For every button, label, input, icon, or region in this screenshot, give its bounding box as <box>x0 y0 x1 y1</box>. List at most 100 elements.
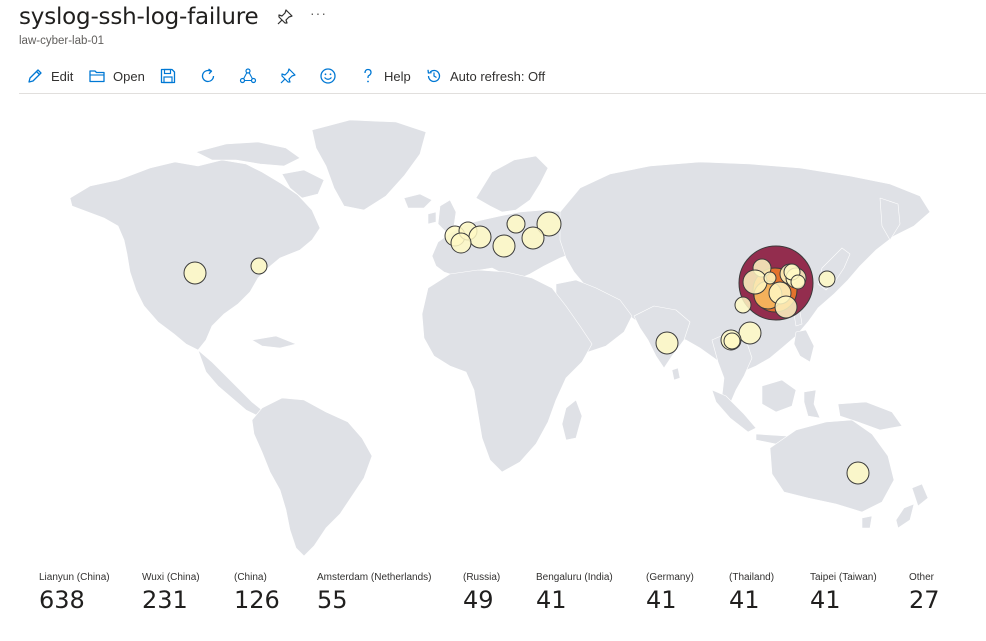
land-cuba <box>251 335 297 349</box>
land-australia <box>769 419 895 513</box>
land-central-america <box>197 349 263 417</box>
bubble-japan[interactable] <box>818 270 836 288</box>
pin-icon[interactable] <box>276 8 294 26</box>
save-icon <box>160 68 176 84</box>
location-count: 41 <box>729 586 760 614</box>
bubble-china-cluster[interactable] <box>742 269 768 295</box>
bubble-layer <box>183 211 870 485</box>
open-label: Open <box>113 68 145 84</box>
bubble-usa[interactable] <box>250 257 268 275</box>
location-count: 41 <box>810 586 841 614</box>
bubble-europe[interactable] <box>506 214 526 234</box>
share-icon <box>239 68 257 84</box>
auto-refresh-button[interactable]: Auto refresh: Off <box>425 64 545 88</box>
location-tile[interactable]: (Thailand) 41 <box>729 572 774 614</box>
location-tile[interactable]: Other 27 <box>909 572 940 614</box>
location-tile[interactable]: Amsterdam (Netherlands) 55 <box>317 572 431 614</box>
location-name: Wuxi (China) <box>142 572 200 583</box>
location-name: (Thailand) <box>729 572 775 583</box>
location-tile[interactable]: Taipei (Taiwan) 41 <box>810 572 877 614</box>
folder-open-icon <box>89 70 105 83</box>
bubble-europe[interactable] <box>492 234 516 258</box>
bubble-china-cluster[interactable] <box>763 271 777 285</box>
refresh-icon <box>201 68 215 83</box>
location-name: (Russia) <box>463 572 501 583</box>
location-name: Bengaluru (India) <box>536 572 613 583</box>
land-borneo <box>761 379 797 413</box>
bubble-germany[interactable] <box>468 225 492 249</box>
location-count: 55 <box>317 586 348 614</box>
edit-button[interactable]: Edit <box>26 64 73 88</box>
pencil-icon <box>28 69 42 83</box>
history-clock-icon <box>427 69 441 83</box>
location-name: Other <box>909 572 935 583</box>
land-ireland <box>427 211 437 225</box>
bubble-china-cluster[interactable] <box>790 274 806 290</box>
location-count: 231 <box>142 586 188 614</box>
help-button[interactable]: Help <box>359 64 411 88</box>
share-button[interactable] <box>239 64 257 88</box>
refresh-button[interactable] <box>199 64 217 88</box>
landmass <box>69 119 931 557</box>
bubble-china-cluster[interactable] <box>774 295 798 319</box>
location-tile[interactable]: (Russia) 49 <box>463 572 500 614</box>
question-mark-icon <box>364 68 372 83</box>
land-tasmania <box>861 515 873 529</box>
bubble-australia[interactable] <box>846 461 870 485</box>
bubble-europe[interactable] <box>521 226 545 250</box>
land-greenland <box>311 119 427 211</box>
bubble-usa[interactable] <box>183 261 207 285</box>
location-count: 41 <box>536 586 567 614</box>
bubble-bengaluru[interactable] <box>655 331 679 355</box>
land-south-america <box>251 397 373 557</box>
land-new-guinea <box>837 401 903 431</box>
location-name: Amsterdam (Netherlands) <box>317 572 432 583</box>
land-sri-lanka <box>671 367 681 381</box>
location-count: 41 <box>646 586 677 614</box>
workspace-subtitle: law-cyber-lab-01 <box>19 35 105 47</box>
location-tile[interactable]: Wuxi (China) 231 <box>142 572 200 614</box>
land-sulawesi <box>803 389 821 419</box>
location-count: 49 <box>463 586 494 614</box>
open-button[interactable]: Open <box>88 64 145 88</box>
land-madagascar <box>561 399 583 441</box>
world-map[interactable] <box>0 100 986 560</box>
location-count: 27 <box>909 586 940 614</box>
location-name: (Germany) <box>646 572 694 583</box>
location-tile[interactable]: (Germany) 41 <box>646 572 694 614</box>
land-new-zealand-south <box>895 503 915 529</box>
land-iceland <box>403 193 433 209</box>
land-scandinavia <box>475 155 549 213</box>
location-tile[interactable]: (China) 126 <box>234 572 280 614</box>
smiley-icon <box>320 68 336 84</box>
land-kamchatka <box>879 197 901 241</box>
more-options-icon[interactable]: ··· <box>310 5 327 21</box>
land-new-zealand <box>911 483 929 507</box>
bubble-china-cluster[interactable] <box>734 296 752 314</box>
location-count: 126 <box>234 586 280 614</box>
land-north-america <box>69 159 321 351</box>
pin-to-dashboard-button[interactable] <box>279 64 297 88</box>
land-africa <box>421 269 593 473</box>
location-count: 638 <box>39 586 85 614</box>
location-summary: Lianyun (China) 638 Wuxi (China) 231 (Ch… <box>0 572 986 641</box>
edit-label: Edit <box>51 68 74 84</box>
location-name: Taipei (Taiwan) <box>810 572 877 583</box>
help-label: Help <box>384 68 411 84</box>
toolbar-divider <box>19 93 986 94</box>
save-button[interactable] <box>159 64 177 88</box>
page-title: syslog-ssh-log-failure <box>19 4 259 30</box>
location-name: (China) <box>234 572 267 583</box>
auto-refresh-label: Auto refresh: Off <box>450 68 546 84</box>
bubble-europe[interactable] <box>450 232 472 254</box>
land-sumatra <box>711 389 757 433</box>
location-tile[interactable]: Bengaluru (India) 41 <box>536 572 613 614</box>
land-baffin <box>281 169 325 199</box>
feedback-button[interactable] <box>319 64 337 88</box>
bubble-thailand[interactable] <box>738 321 762 345</box>
location-tile[interactable]: Lianyun (China) 638 <box>39 572 110 614</box>
land-arctic-islands <box>195 141 301 167</box>
location-name: Lianyun (China) <box>39 572 110 583</box>
bubble-thailand[interactable] <box>723 332 741 350</box>
bubble-russia[interactable] <box>536 211 562 237</box>
